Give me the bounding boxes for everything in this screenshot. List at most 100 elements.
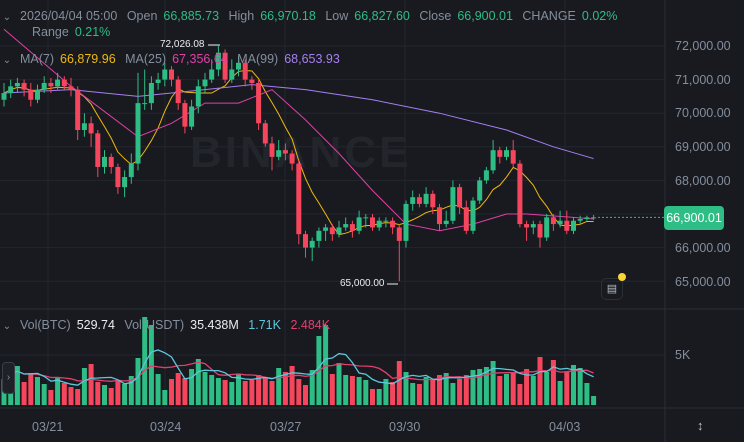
ma7-value: 66,879.96 [60, 52, 116, 66]
volume-bar [477, 369, 483, 405]
volume-bar [209, 375, 215, 405]
candle-body [591, 217, 597, 219]
volume-bar [81, 368, 87, 405]
volume-bar [189, 369, 195, 405]
candle-body [316, 230, 322, 241]
open-value: 66,885.73 [163, 9, 220, 23]
vol-ma10-value: 2.484K [290, 318, 331, 332]
volume-ma-lines [3, 349, 594, 386]
current-price-tag: 66,900.01 [664, 206, 724, 230]
candle-body [122, 177, 128, 188]
open-label: Open [126, 9, 158, 23]
volume-bar [41, 384, 47, 405]
candle-body [423, 193, 429, 204]
date-tick: 03/21 [32, 420, 64, 434]
volume-bar [55, 377, 61, 405]
candle-body [182, 103, 188, 127]
volume-bar [544, 372, 550, 405]
candle-body [61, 79, 67, 87]
vol-btc-value: 529.74 [76, 318, 115, 332]
volume-bar [430, 380, 436, 405]
candle-body [437, 207, 442, 225]
candle-body [363, 217, 369, 219]
volume-bar [61, 383, 67, 405]
candle-body [14, 82, 20, 87]
candle-body [410, 197, 416, 204]
candle-body [115, 166, 121, 188]
candle-body [128, 163, 134, 178]
candle-body [356, 217, 362, 231]
vol-ma5-value: 1.71K [248, 318, 281, 332]
candle-body [323, 227, 329, 231]
volume-bar [14, 366, 20, 405]
volume-bar [577, 368, 583, 405]
range-legend: Range 0.21% [32, 25, 116, 39]
high-marker: 72,026.08 [160, 39, 205, 50]
volume-bar [202, 372, 208, 405]
volume-bar [122, 384, 128, 405]
volume-bar [591, 396, 597, 405]
candle-body [41, 82, 47, 90]
candle-body [8, 86, 14, 94]
vertical-fit-icon[interactable]: ↕ [697, 418, 704, 433]
candle-body [477, 180, 483, 201]
candle-body [222, 52, 228, 80]
volume-bar [21, 382, 27, 405]
candle-body [329, 227, 335, 235]
volume-bar [470, 370, 476, 405]
candle-body [336, 227, 342, 235]
volume-bar [222, 380, 228, 405]
volume-bar [296, 379, 302, 405]
volume-bar [323, 325, 329, 405]
volume-bar [162, 390, 168, 405]
candle-body [390, 220, 396, 228]
ma99-line [3, 84, 594, 160]
candle-body [256, 82, 262, 124]
date-tick: 04/03 [549, 420, 581, 434]
chevron-right-icon[interactable]: › [2, 362, 15, 394]
chevron-down-icon[interactable]: ⌄ [2, 12, 12, 23]
candle-body [81, 123, 87, 130]
candle-body [303, 234, 308, 248]
vol-usdt-label: Vol(USDT) [124, 318, 185, 332]
datetime: 2026/04/04 05:00 [20, 9, 118, 23]
candle-body [571, 220, 576, 231]
volume-bar [396, 361, 402, 405]
candle-body [1, 93, 7, 100]
volume-bar [517, 384, 523, 405]
price-tick: 72,000.00 [675, 39, 731, 53]
candle-body [383, 220, 389, 222]
candle-body [450, 187, 456, 221]
candle-body [242, 62, 248, 80]
ma25-label: MA(25) [125, 52, 167, 66]
candle-body [269, 143, 275, 157]
chevron-down-icon[interactable]: ⌄ [2, 321, 12, 332]
candle-body [21, 82, 27, 90]
candle-body [470, 200, 476, 231]
candle-body [55, 79, 61, 87]
candle-body [550, 217, 556, 225]
volume-bar [564, 372, 570, 405]
high-value: 66,970.18 [260, 9, 316, 23]
candle-body [457, 187, 463, 208]
volume-bar [370, 389, 375, 405]
price-tick: 70,000.00 [675, 106, 731, 120]
candle-body [175, 79, 181, 104]
ma25-value: 67,356.64 [172, 52, 228, 66]
volume-bar [155, 374, 161, 405]
volume-bar [95, 382, 101, 405]
candle-body [282, 150, 288, 154]
price-tick: 68,000.00 [675, 174, 731, 188]
volume-bar [256, 375, 262, 405]
volume-bar [48, 390, 54, 405]
candle-body [195, 86, 201, 107]
range-label: Range [32, 25, 69, 39]
volume-bar [463, 375, 469, 405]
news-icon[interactable]: ▤ [601, 278, 623, 300]
volume-bar [403, 372, 409, 405]
candle-body [544, 217, 550, 238]
candle-body [430, 193, 436, 208]
chevron-down-icon[interactable]: ⌄ [2, 55, 12, 66]
volume-bar [416, 384, 422, 405]
